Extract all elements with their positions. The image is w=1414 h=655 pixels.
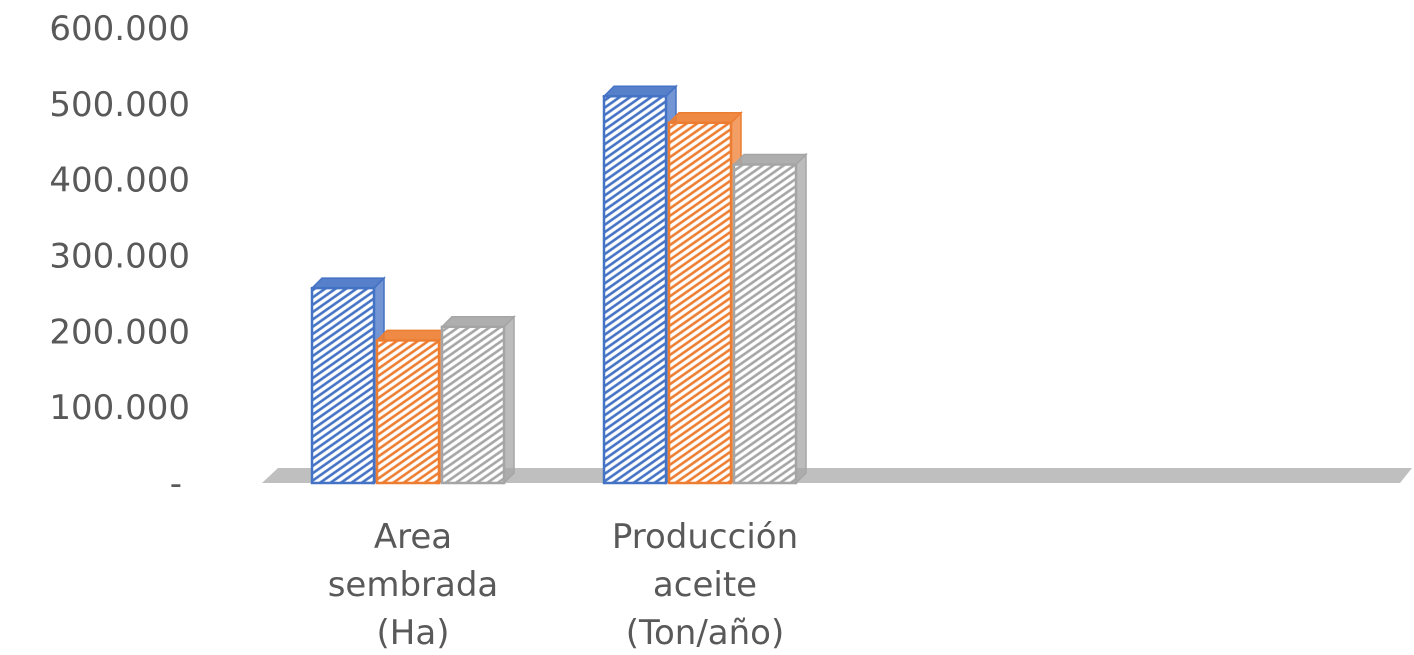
bars — [310, 84, 808, 485]
bar-top — [440, 316, 516, 328]
y-tick-label: 100.000 — [49, 388, 190, 428]
y-tick-label: 300.000 — [49, 237, 190, 277]
bar-top — [732, 153, 808, 166]
bar-1-1 — [667, 110, 743, 485]
floor-plane — [262, 468, 1412, 483]
category-labels: Area sembrada (Ha) Producción aceite (Ton/año… — [328, 517, 798, 653]
bar-front — [602, 95, 668, 485]
bar-front — [440, 325, 506, 485]
y-tick-label: 400.000 — [49, 161, 190, 201]
bar-top — [310, 277, 386, 289]
y-tick-label: 600.000 — [49, 9, 190, 49]
bar-front — [375, 339, 441, 485]
y-tick-label: 500.000 — [49, 85, 190, 125]
y-tick-label: - — [170, 464, 182, 504]
bar-side — [795, 152, 807, 485]
bar-1-2 — [732, 152, 808, 485]
bar-front — [310, 286, 376, 485]
category-label: Producción aceite (Ton/año) — [612, 517, 798, 653]
chart-floor — [262, 468, 1412, 483]
bar-0-1 — [375, 328, 451, 485]
category-label: Area sembrada (Ha) — [328, 517, 499, 653]
bar-front — [732, 163, 798, 485]
bar-side — [503, 314, 515, 485]
bar-1-0 — [602, 84, 678, 485]
bar-0-2 — [440, 314, 516, 485]
bar-0-0 — [310, 276, 386, 485]
bar-top — [667, 112, 743, 124]
bar-top — [375, 329, 451, 342]
bar-front — [667, 121, 733, 485]
bar-top — [602, 85, 678, 97]
y-tick-label: 200.000 — [49, 312, 190, 352]
y-axis-ticks: - 100.000 200.000 300.000 400.000 500.000 600.… — [49, 9, 190, 504]
